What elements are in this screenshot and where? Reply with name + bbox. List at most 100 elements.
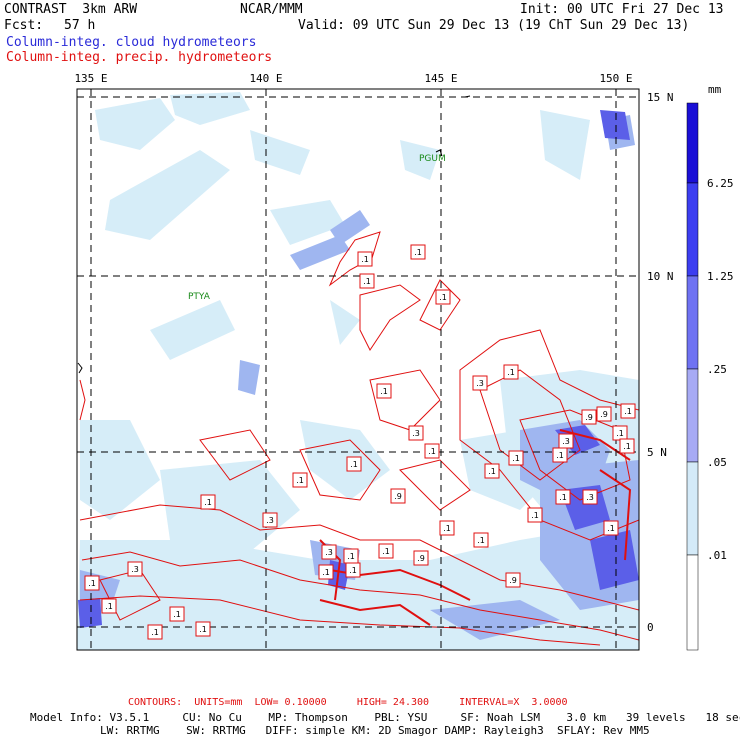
contour-label-box (527, 507, 543, 523)
contour-label-text: .3 (266, 516, 274, 525)
contour-label: .3 (582, 489, 598, 505)
contour-label-text: .1 (531, 511, 539, 520)
contour-label-box (321, 544, 337, 560)
contour-label-box (439, 520, 455, 536)
contour-label-box (424, 443, 440, 459)
contour-label: .9 (596, 406, 612, 422)
org-label: NCAR/MMM (240, 2, 303, 17)
contour-label-text: .1 (428, 447, 436, 456)
contour-label-text: .1 (624, 407, 632, 416)
map-figure: .1 .1 .1 .1 .1 .3 .1 .3 .1 .1 .1 .9 .1 .3 .1 .1 .1 .3 .9 .1… (74, 72, 734, 651)
contour-label: .1 (376, 383, 392, 399)
contour-label-text: .1 (443, 524, 451, 533)
colorbar-segment-5 (686, 461, 699, 556)
contour-label: .1 (484, 463, 500, 479)
contour-label-text: .3 (325, 548, 333, 557)
contour-label-text: .1 (556, 451, 564, 460)
contour-label: .9 (390, 488, 406, 504)
contours-label: CONTOURS: (128, 697, 183, 708)
contour-label-text: .1 (488, 467, 496, 476)
contour-label-text: .9 (509, 576, 517, 585)
contour-label: .1 (169, 606, 185, 622)
colorbar-tick-1-25: 1.25 (707, 270, 734, 283)
contour-label: .1 (503, 364, 519, 380)
contour-label-text: .3 (476, 379, 484, 388)
contour-label-box (169, 606, 185, 622)
contour-label: .1 (101, 598, 117, 614)
contour-label-box (619, 438, 635, 454)
contour-label: .1 (439, 520, 455, 536)
contour-label: .1 (410, 244, 426, 260)
contour-label-box (555, 489, 571, 505)
contour-label: .1 (552, 447, 568, 463)
contour-label-text: .1 (512, 454, 520, 463)
contour-label-box (343, 548, 359, 564)
colorbar: mm 6.25 1.25 .25 .05 .01 (686, 83, 734, 651)
contour-label-box (390, 488, 406, 504)
colorbar-segment-2 (686, 182, 699, 277)
lon-labels: 135 E 140 E 145 E 150 E (74, 72, 632, 85)
contour-label: .1 (555, 489, 571, 505)
contours-units: UNITS=mm (194, 697, 243, 708)
contour-label: .1 (195, 621, 211, 637)
contour-label-box (603, 520, 619, 536)
contour-label-text: .1 (616, 429, 624, 438)
contour-label: .1 (527, 507, 543, 523)
contour-label-text: .1 (349, 566, 357, 575)
lat-labels: 15 N 10 N 5 N 0 (647, 91, 674, 634)
contour-label-box (508, 450, 524, 466)
contour-label-text: .1 (477, 536, 485, 545)
contour-label-box (596, 406, 612, 422)
contour-label: .3 (558, 433, 574, 449)
colorbar-tick-0-05: .05 (707, 456, 727, 469)
station-label-pgum: PGUM (419, 154, 446, 164)
contour-label: .3 (262, 512, 278, 528)
contour-label-text: .1 (559, 493, 567, 502)
contour-label: .1 (619, 438, 635, 454)
contour-label-text: .1 (151, 628, 159, 637)
contour-label-text: .1 (350, 460, 358, 469)
contour-label: .1 (346, 456, 362, 472)
colorbar-segment-1 (686, 102, 699, 184)
graticule (77, 89, 639, 650)
lat-label-15n: 15 N (647, 91, 674, 104)
contour-label-box (378, 543, 394, 559)
station-label-ptya: PTYA (188, 292, 211, 302)
colorbar-tick-0-25: .25 (707, 363, 727, 376)
contour-label-box (127, 561, 143, 577)
contour-label-box (472, 375, 488, 391)
contour-label-text: .3 (412, 429, 420, 438)
contour-label-text: .9 (585, 413, 593, 422)
colorbar-tick-0-01: .01 (707, 549, 727, 562)
contour-label: .9 (413, 550, 429, 566)
contour-label-box (195, 621, 211, 637)
contour-label: .1 (424, 443, 440, 459)
init-time: Init: 00 UTC Fri 27 Dec 13 (520, 2, 724, 17)
colorbar-segment-3 (686, 275, 699, 370)
contour-label: .9 (581, 409, 597, 425)
contour-label-text: .1 (173, 610, 181, 619)
contour-label: .1 (603, 520, 619, 536)
contour-label-text: .1 (382, 547, 390, 556)
contour-label-text: .9 (394, 492, 402, 501)
contour-label: .1 (612, 425, 628, 441)
contour-label-text: .1 (322, 568, 330, 577)
contour-label-box (318, 564, 334, 580)
contour-label-text: .1 (623, 442, 631, 451)
contour-label: .1 (147, 624, 163, 640)
contour-label-box (620, 403, 636, 419)
contour-label-text: .1 (607, 524, 615, 533)
contour-label-text: .1 (507, 368, 515, 377)
forecast-label: Fcst: (4, 18, 44, 33)
contour-label-box (435, 289, 451, 305)
contour-label-box (200, 494, 216, 510)
contour-label-box (101, 598, 117, 614)
contour-label-text: .1 (105, 602, 113, 611)
contours-low: LOW= 0.10000 (254, 697, 327, 708)
contour-label-text: .1 (380, 387, 388, 396)
contour-label: .1 (359, 273, 375, 289)
contour-label-text: .1 (414, 248, 422, 257)
contour-label-box (505, 572, 521, 588)
plot-frame (76, 88, 640, 651)
legend-cloud-text: Column-integ. cloud hydrometeors (6, 35, 257, 50)
